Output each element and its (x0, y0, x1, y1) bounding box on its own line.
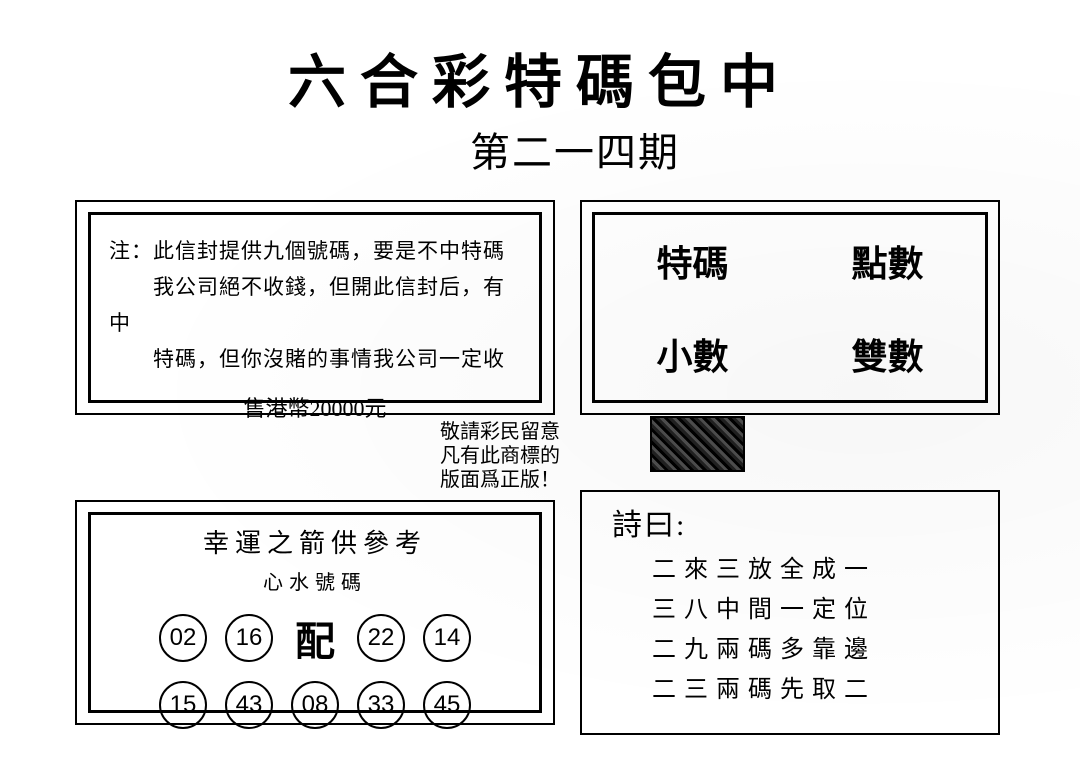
note-line-3: 特碼，但你沒賭的事情我公司一定收 (109, 341, 521, 377)
lucky-row-2: 15 43 08 33 45 (91, 681, 539, 729)
warn-line-3: 版面爲正版！ (440, 468, 560, 492)
trademark-stamp-icon (650, 416, 745, 472)
authenticity-warning: 敬請彩民留意 凡有此商標的 版面爲正版！ (440, 420, 560, 492)
lucky-number: 08 (291, 681, 339, 729)
grid-cell-shuangshu: 雙數 (790, 308, 985, 401)
note-box: 注：此信封提供九個號碼，要是不中特碼 我公司絕不收錢，但開此信封后，有中 特碼，… (88, 212, 542, 403)
grid-cell-dianshu: 點數 (790, 215, 985, 308)
lucky-row-1: 02 16 配 22 14 (91, 609, 539, 667)
lucky-heading-1: 幸運之箭供參考 (91, 523, 539, 560)
lucky-number: 14 (423, 614, 471, 662)
poem-line: 三八中間一定位 (652, 590, 978, 630)
lucky-number: 43 (225, 681, 273, 729)
lucky-number: 15 (159, 681, 207, 729)
poem-line: 二九兩碼多靠邊 (652, 630, 978, 670)
lucky-number: 45 (423, 681, 471, 729)
page-root: 六合彩特碼包中 第二一四期 注：此信封提供九個號碼，要是不中特碼 我公司絕不收錢… (0, 0, 1080, 784)
grid-cell-tema: 特碼 (595, 215, 790, 308)
lucky-box: 幸運之箭供參考 心水號碼 02 16 配 22 14 15 43 08 33 4… (88, 512, 542, 713)
note-price: 售港幣20000元 (109, 391, 521, 423)
lucky-number: 16 (225, 614, 273, 662)
poem-box: 詩曰: 二來三放全成一 三八中間一定位 二九兩碼多靠邊 二三兩碼先取二 (592, 490, 988, 725)
grid-box: 特碼 點數 小數 雙數 (592, 212, 988, 403)
poem-line: 二三兩碼先取二 (652, 670, 978, 710)
lucky-center-char: 配 (291, 609, 339, 667)
page-title: 六合彩特碼包中 (20, 35, 1060, 119)
lucky-number: 22 (357, 614, 405, 662)
poem-line: 二來三放全成一 (652, 550, 978, 590)
grid-cell-xiaoshu: 小數 (595, 308, 790, 401)
warn-line-1: 敬請彩民留意 (440, 420, 560, 444)
note-line-2: 我公司絕不收錢，但開此信封后，有中 (109, 269, 521, 341)
lucky-number: 33 (357, 681, 405, 729)
poem-heading: 詩曰: (612, 500, 978, 544)
lucky-heading-2: 心水號碼 (91, 566, 539, 595)
warn-line-2: 凡有此商標的 (440, 444, 560, 468)
note-line-1: 注：此信封提供九個號碼，要是不中特碼 (109, 233, 521, 269)
lucky-number: 02 (159, 614, 207, 662)
issue-number: 第二一四期 (470, 120, 680, 178)
